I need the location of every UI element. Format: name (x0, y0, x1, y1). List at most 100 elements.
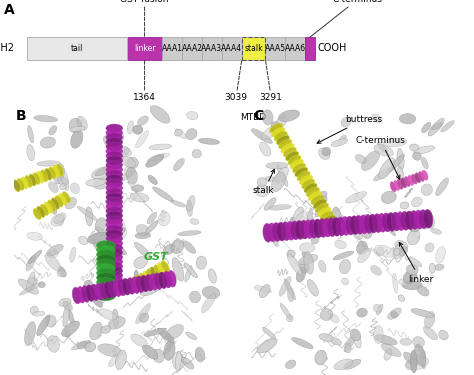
Ellipse shape (357, 308, 367, 317)
Ellipse shape (408, 176, 414, 185)
Ellipse shape (106, 211, 123, 220)
Ellipse shape (71, 340, 90, 350)
Ellipse shape (64, 329, 71, 337)
Ellipse shape (106, 234, 123, 243)
Ellipse shape (390, 182, 396, 192)
Ellipse shape (293, 164, 301, 177)
Ellipse shape (344, 334, 356, 352)
Ellipse shape (178, 231, 201, 236)
Ellipse shape (106, 133, 123, 142)
Ellipse shape (411, 197, 422, 207)
Ellipse shape (32, 311, 45, 316)
Ellipse shape (267, 223, 277, 242)
Ellipse shape (167, 270, 176, 287)
Ellipse shape (106, 244, 123, 252)
Text: AAA1: AAA1 (162, 44, 182, 53)
Ellipse shape (132, 278, 140, 289)
Ellipse shape (400, 114, 416, 124)
Ellipse shape (279, 140, 292, 149)
Ellipse shape (52, 207, 57, 214)
Ellipse shape (403, 352, 415, 364)
Ellipse shape (419, 171, 425, 182)
Ellipse shape (27, 125, 34, 143)
Ellipse shape (45, 315, 56, 327)
Ellipse shape (260, 142, 271, 156)
Ellipse shape (181, 357, 194, 369)
Ellipse shape (163, 271, 172, 288)
Ellipse shape (338, 135, 346, 144)
Ellipse shape (165, 324, 183, 340)
Ellipse shape (106, 142, 123, 151)
Ellipse shape (150, 105, 170, 123)
Ellipse shape (148, 176, 157, 184)
Ellipse shape (315, 350, 327, 365)
Ellipse shape (439, 330, 448, 340)
Ellipse shape (189, 291, 201, 303)
Ellipse shape (424, 312, 435, 328)
Ellipse shape (410, 144, 419, 151)
Ellipse shape (341, 117, 351, 127)
Ellipse shape (398, 295, 405, 302)
Ellipse shape (45, 254, 61, 271)
Ellipse shape (277, 165, 288, 186)
Ellipse shape (158, 212, 170, 226)
Ellipse shape (106, 198, 123, 206)
Ellipse shape (38, 282, 46, 288)
Ellipse shape (144, 328, 166, 336)
Ellipse shape (185, 266, 192, 282)
Ellipse shape (122, 279, 131, 295)
Ellipse shape (198, 138, 219, 144)
Ellipse shape (71, 183, 80, 194)
Ellipse shape (406, 265, 418, 274)
Ellipse shape (374, 304, 381, 312)
Ellipse shape (25, 176, 32, 188)
Text: AAA2: AAA2 (182, 44, 202, 53)
Ellipse shape (51, 214, 64, 226)
Ellipse shape (145, 274, 154, 291)
Ellipse shape (404, 177, 410, 187)
Ellipse shape (111, 146, 129, 158)
Ellipse shape (345, 344, 351, 353)
Ellipse shape (330, 338, 342, 345)
Ellipse shape (17, 178, 24, 190)
Ellipse shape (13, 180, 20, 192)
Ellipse shape (69, 118, 82, 133)
Ellipse shape (355, 154, 366, 164)
Ellipse shape (396, 212, 405, 231)
Text: 1364: 1364 (133, 60, 156, 102)
Ellipse shape (36, 171, 44, 183)
Ellipse shape (304, 183, 317, 193)
Ellipse shape (30, 306, 38, 315)
Ellipse shape (379, 158, 394, 179)
Ellipse shape (300, 243, 315, 253)
Ellipse shape (133, 125, 143, 134)
Ellipse shape (77, 206, 97, 220)
Ellipse shape (73, 287, 81, 304)
Ellipse shape (272, 223, 282, 242)
Ellipse shape (125, 166, 132, 177)
Ellipse shape (153, 187, 173, 201)
Ellipse shape (88, 288, 102, 308)
Ellipse shape (56, 164, 64, 176)
Ellipse shape (419, 210, 428, 228)
Ellipse shape (281, 222, 291, 241)
Ellipse shape (106, 189, 123, 197)
Ellipse shape (393, 248, 400, 256)
Ellipse shape (415, 173, 421, 183)
Ellipse shape (27, 232, 43, 240)
Ellipse shape (201, 294, 216, 313)
Ellipse shape (106, 129, 123, 137)
Ellipse shape (103, 135, 120, 152)
Ellipse shape (25, 322, 36, 346)
Ellipse shape (304, 220, 314, 239)
Ellipse shape (300, 220, 309, 239)
Ellipse shape (100, 326, 111, 333)
Ellipse shape (304, 252, 314, 274)
Ellipse shape (26, 255, 36, 271)
Ellipse shape (97, 241, 115, 250)
Ellipse shape (157, 262, 166, 274)
Ellipse shape (106, 165, 123, 174)
Ellipse shape (143, 345, 158, 359)
Ellipse shape (97, 245, 115, 255)
Ellipse shape (336, 217, 346, 236)
